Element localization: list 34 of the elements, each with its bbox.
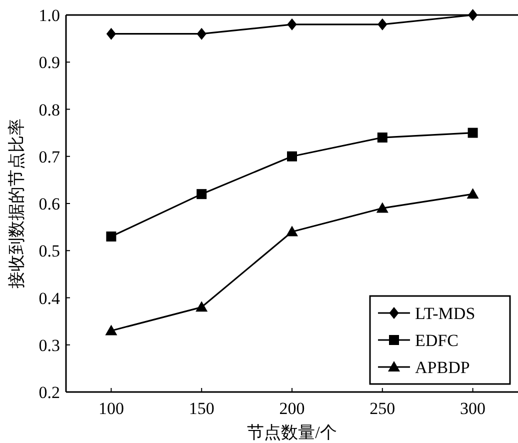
y-tick-label: 0.4 [38, 288, 60, 308]
point [287, 151, 297, 162]
y-tick-label: 1.0 [38, 6, 60, 25]
point [376, 202, 388, 213]
legend-label: APBDP [415, 358, 470, 377]
point [196, 189, 207, 200]
x-tick-label: 300 [460, 399, 486, 418]
x-tick-label: 100 [98, 399, 124, 418]
y-tick-label: 0.3 [38, 336, 60, 355]
legend-label: LT-MDS [415, 304, 476, 323]
point [468, 128, 478, 138]
point [196, 301, 208, 312]
y-tick-label: 0.8 [38, 100, 60, 120]
y-tick-label: 0.7 [38, 147, 60, 166]
y-tick-label: 0.9 [38, 53, 60, 72]
point [378, 18, 388, 30]
point [106, 231, 116, 242]
x-tick-label: 200 [279, 399, 305, 418]
legend-label: EDFC [415, 331, 458, 350]
y-tick-label: 0.5 [38, 242, 60, 261]
point [106, 28, 116, 40]
point [468, 9, 478, 21]
point [196, 28, 206, 40]
y-axis-title: 接收到数据的节点比率 [7, 118, 26, 288]
point [287, 18, 297, 30]
x-axis-title: 节点数量/个 [247, 423, 337, 442]
x-tick-label: 150 [188, 399, 214, 418]
y-tick-label: 0.2 [38, 383, 60, 402]
point [377, 132, 388, 143]
point [105, 324, 118, 336]
x-tick-label: 250 [370, 399, 396, 418]
point [466, 188, 479, 199]
y-tick-label: 0.6 [38, 194, 60, 214]
point [286, 226, 298, 236]
